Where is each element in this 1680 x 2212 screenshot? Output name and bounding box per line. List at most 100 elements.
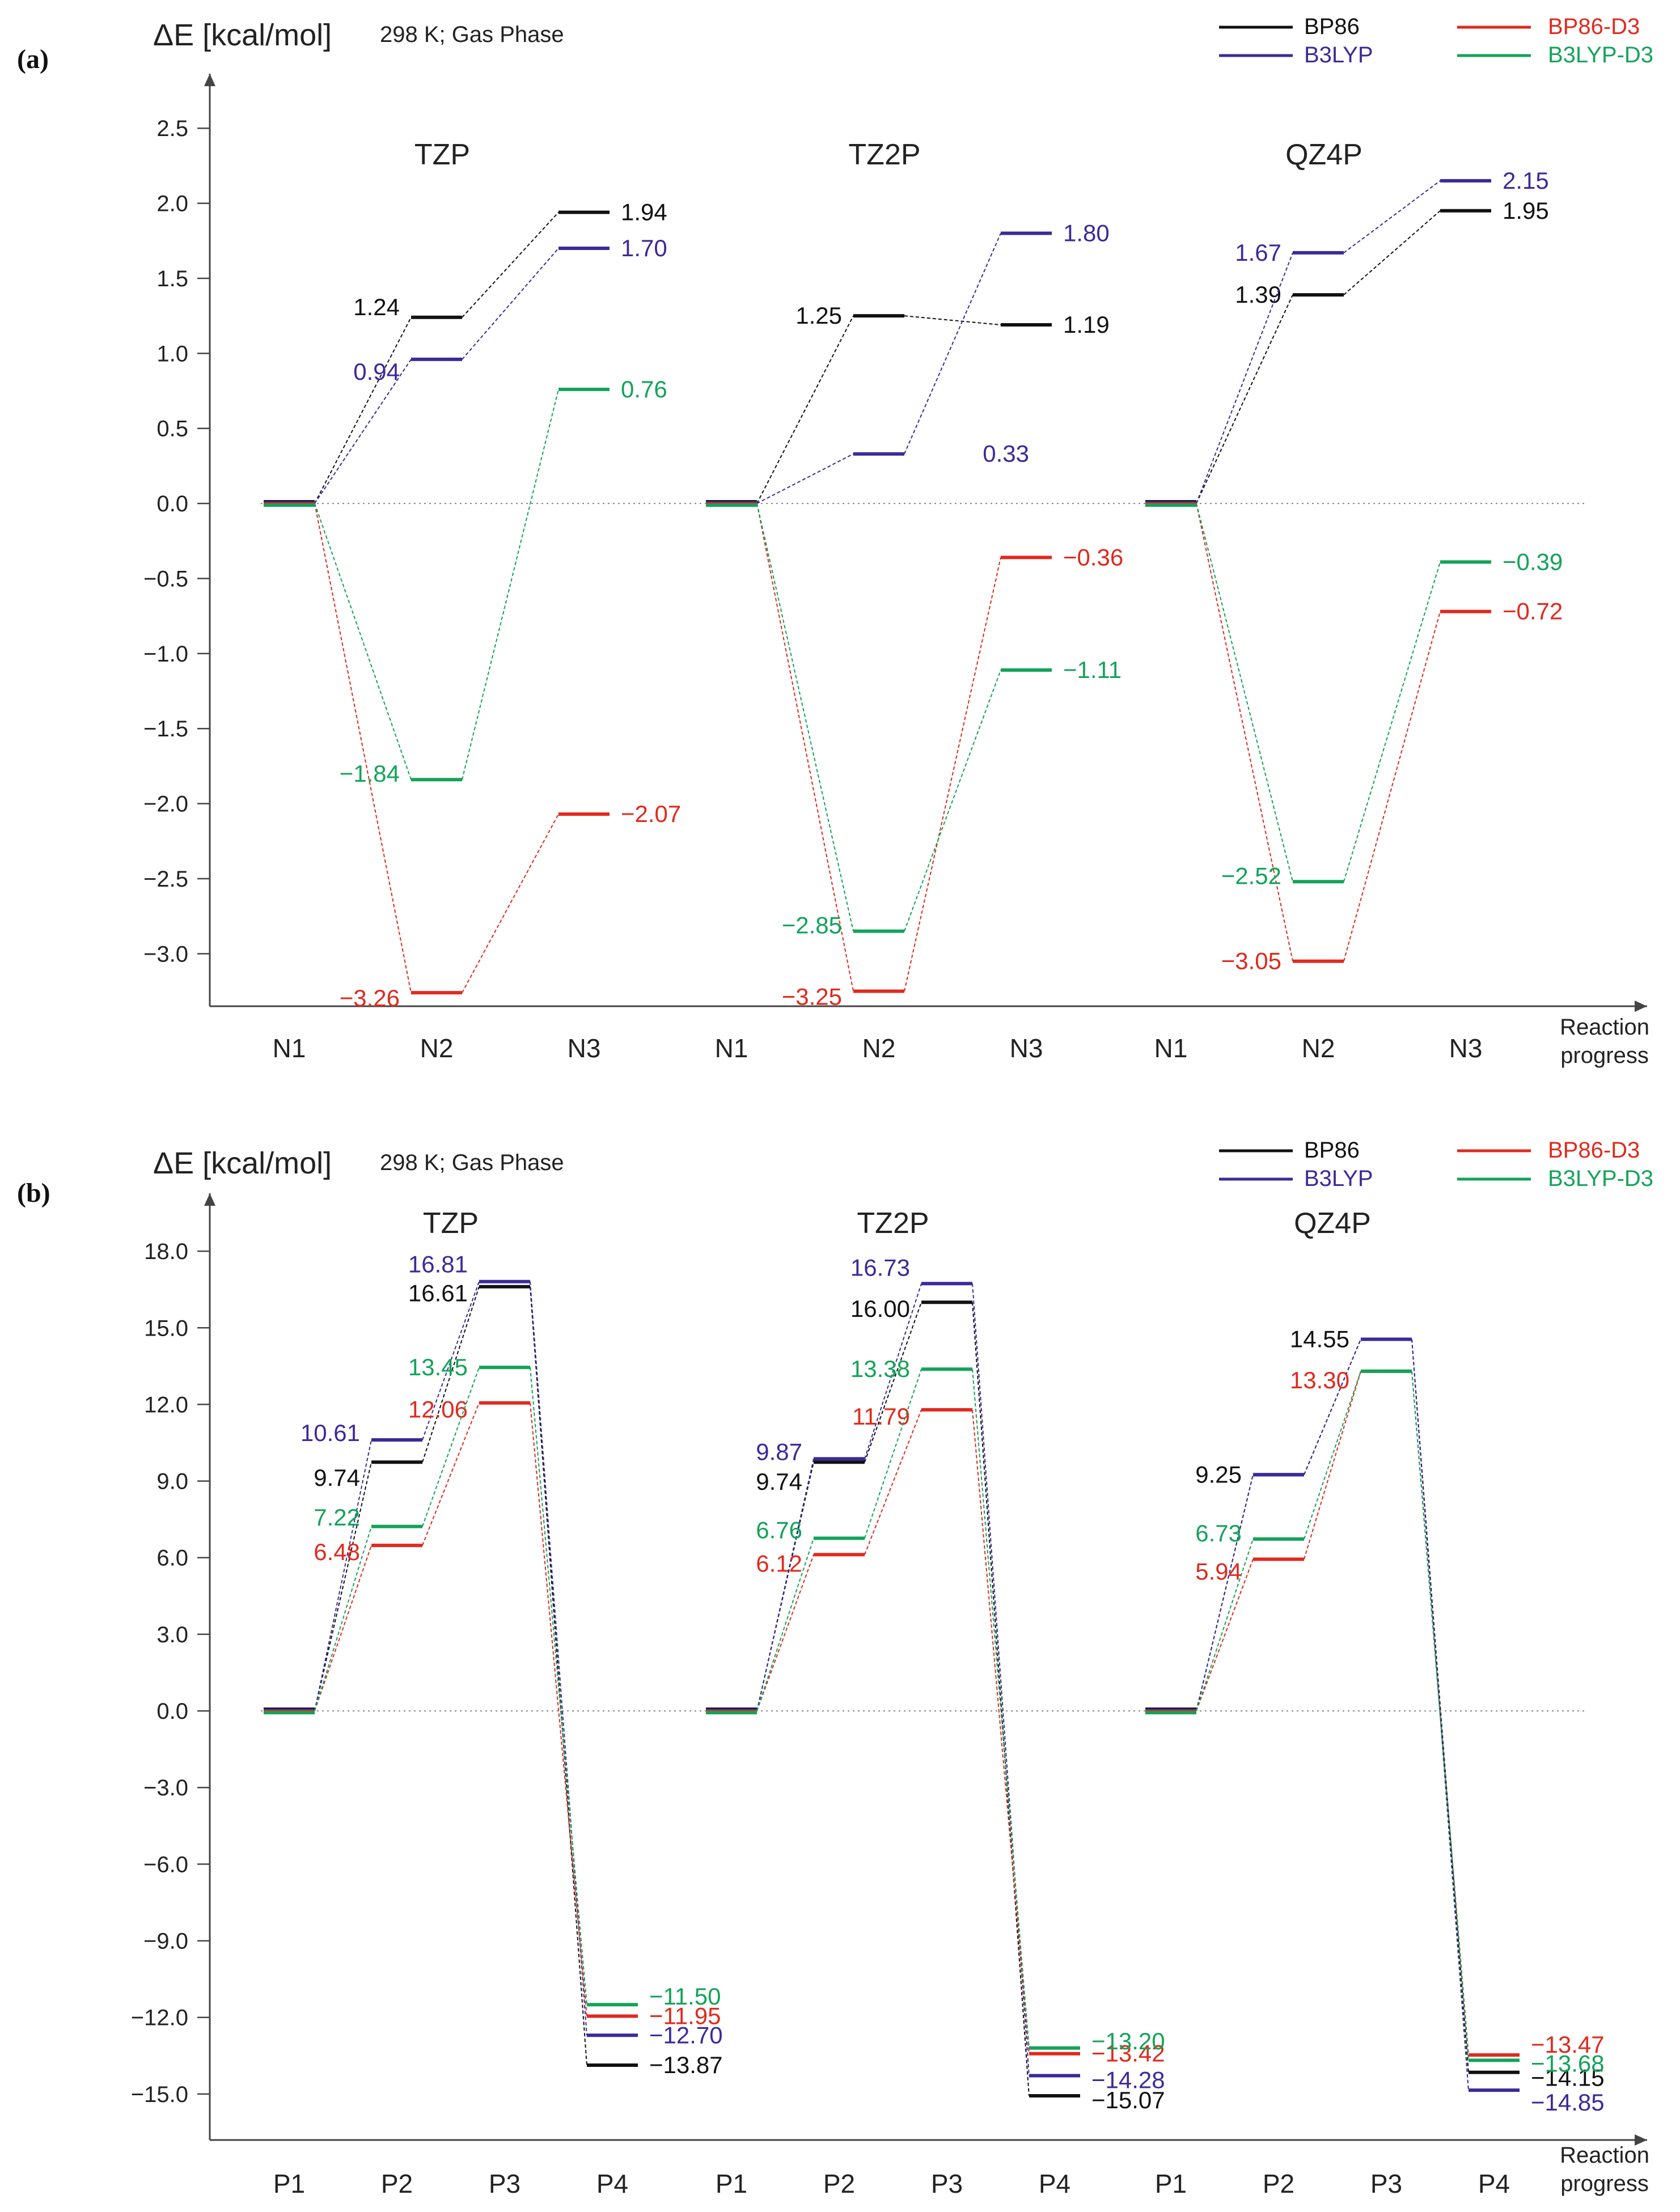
connector-line <box>314 317 412 504</box>
data-label: −13.68 <box>1531 2050 1605 2077</box>
series-b3lyp-d3: 6.76 13.38 −13.20 <box>706 1355 1165 2054</box>
y-tick-label: 0.5 <box>156 417 188 442</box>
y-tick-label: 1.5 <box>156 266 188 291</box>
connector-line <box>864 1368 922 1539</box>
legend-label-b3lyp: B3LYP <box>1304 1166 1373 1191</box>
data-label: −3.26 <box>340 985 400 1011</box>
connector-line <box>462 211 559 318</box>
data-label: 14.55 <box>1290 1326 1349 1353</box>
y-tick-label: −1.0 <box>143 642 188 667</box>
conditions-label: 298 K; Gas Phase <box>380 1150 564 1175</box>
data-label: 6.12 <box>756 1550 802 1577</box>
category-label-p1: P1 <box>1155 2169 1187 2198</box>
group-tzp: TZP P1 P2 P3 P4 9.74 16.61 −13.87 10.61 16.81 −12.… <box>264 1207 723 2198</box>
data-label: −2.85 <box>782 912 842 939</box>
series-bp86-d3: −3.25 −0.36 <box>706 502 1123 1010</box>
connector-line <box>530 1281 587 2036</box>
y-tick-label: −2.5 <box>143 867 188 892</box>
data-label: 1.95 <box>1503 197 1549 224</box>
y-tick-label: 1.0 <box>156 341 188 366</box>
y-tick-label: 18.0 <box>144 1239 188 1264</box>
y-axis-label: ΔE [kcal/mol] <box>153 18 332 52</box>
series-b3lyp-d3: −2.85 −1.11 <box>706 503 1122 939</box>
connector-line <box>422 1286 480 1463</box>
category-label-p2: P2 <box>381 2169 413 2198</box>
data-label: 0.76 <box>621 376 667 402</box>
data-label: 13.38 <box>850 1355 910 1382</box>
connector-line <box>864 1409 922 1555</box>
data-label: −12.70 <box>649 2022 723 2048</box>
category-label-n2: N2 <box>420 1033 454 1063</box>
connector-line <box>904 557 1001 991</box>
data-label: 7.22 <box>314 1504 360 1531</box>
data-label: 2.15 <box>1503 167 1549 194</box>
category-label-n3: N3 <box>1449 1033 1483 1063</box>
conditions-label: 298 K; Gas Phase <box>380 22 564 47</box>
x-axis-arrow <box>1635 2134 1647 2146</box>
data-label: 1.24 <box>353 294 400 320</box>
category-label-p1: P1 <box>716 2169 747 2198</box>
y-tick-label: 0.0 <box>156 1699 188 1724</box>
panel-letter: (a) <box>17 44 49 74</box>
category-label-p3: P3 <box>1370 2169 1402 2198</box>
category-label-n3: N3 <box>568 1033 601 1063</box>
series-bp86: 9.25 14.55 −14.15 <box>1145 1326 1605 2091</box>
series-b3lyp: 1.67 2.15 <box>1145 167 1549 505</box>
data-label: 0.94 <box>353 358 400 385</box>
series-bp86: 9.74 16.00 −15.07 <box>706 1295 1165 2113</box>
connector-line <box>530 1367 587 2005</box>
connector-line <box>756 503 854 991</box>
legend-label-b3lyp: B3LYP <box>1304 43 1373 67</box>
y-tick-label: −3.0 <box>143 1775 188 1800</box>
category-label-p4: P4 <box>1039 2169 1070 2198</box>
data-label: −15.07 <box>1091 2087 1165 2113</box>
series-bp86-d3: 6.48 12.06 −11.95 <box>264 1396 721 2029</box>
data-label: 5.94 <box>1195 1558 1242 1584</box>
series-bp86: 1.25 1.19 <box>706 302 1110 504</box>
series-b3lyp: 9.87 16.73 −14.28 <box>706 1254 1165 2093</box>
connector-line <box>1304 1339 1361 1475</box>
category-label-n1: N1 <box>1154 1033 1188 1063</box>
category-label-n1: N1 <box>715 1033 748 1063</box>
connector-line <box>314 1462 372 1711</box>
y-tick-label: −12.0 <box>131 2006 188 2031</box>
data-label: −11.50 <box>649 1983 721 2010</box>
category-label-n3: N3 <box>1010 1033 1043 1063</box>
connector-line <box>1343 562 1441 882</box>
category-label-p3: P3 <box>931 2169 963 2198</box>
series-bp86-d3: −3.05 −0.72 <box>1145 502 1563 974</box>
data-label: 12.06 <box>408 1396 468 1423</box>
data-label: 16.61 <box>408 1280 468 1307</box>
data-label: 1.94 <box>621 198 667 225</box>
data-label: 6.48 <box>314 1539 360 1565</box>
data-label: −3.05 <box>1221 948 1281 974</box>
y-tick-label: 3.0 <box>156 1622 188 1647</box>
data-label: −13.47 <box>1531 2031 1605 2058</box>
connector-line <box>972 1409 1030 2054</box>
group-title: TZ2P <box>857 1207 929 1240</box>
connector-line <box>1196 1559 1254 1711</box>
data-label: 0.33 <box>983 440 1029 467</box>
series-bp86: 1.24 1.94 <box>264 198 667 504</box>
series-b3lyp-d3: −1.84 0.76 <box>264 376 667 787</box>
connector-line <box>530 1402 587 2016</box>
x-axis-label-line1: Reaction <box>1560 1015 1649 1040</box>
connector-line <box>1304 1371 1361 1540</box>
panel-a: (a) ΔE [kcal/mol] 298 K; Gas Phase Reaction… <box>17 14 1653 1068</box>
y-tick-label: −3.0 <box>143 942 188 967</box>
y-tick-label: 2.0 <box>156 192 188 217</box>
y-tick-label: 12.0 <box>144 1392 188 1417</box>
category-label-p4: P4 <box>1478 2169 1510 2198</box>
group-title: QZ4P <box>1285 138 1362 171</box>
connector-line <box>972 1302 1030 2096</box>
data-label: 1.80 <box>1063 220 1110 247</box>
category-label-p2: P2 <box>1263 2169 1294 2198</box>
category-label-n1: N1 <box>273 1033 306 1063</box>
data-label: −13.42 <box>1091 2040 1165 2067</box>
y-tick-label: 15.0 <box>144 1316 188 1341</box>
series-bp86: 1.39 1.95 <box>1145 197 1549 504</box>
data-label: −14.85 <box>1531 2089 1605 2116</box>
series-b3lyp: 0.94 1.70 <box>264 235 667 505</box>
